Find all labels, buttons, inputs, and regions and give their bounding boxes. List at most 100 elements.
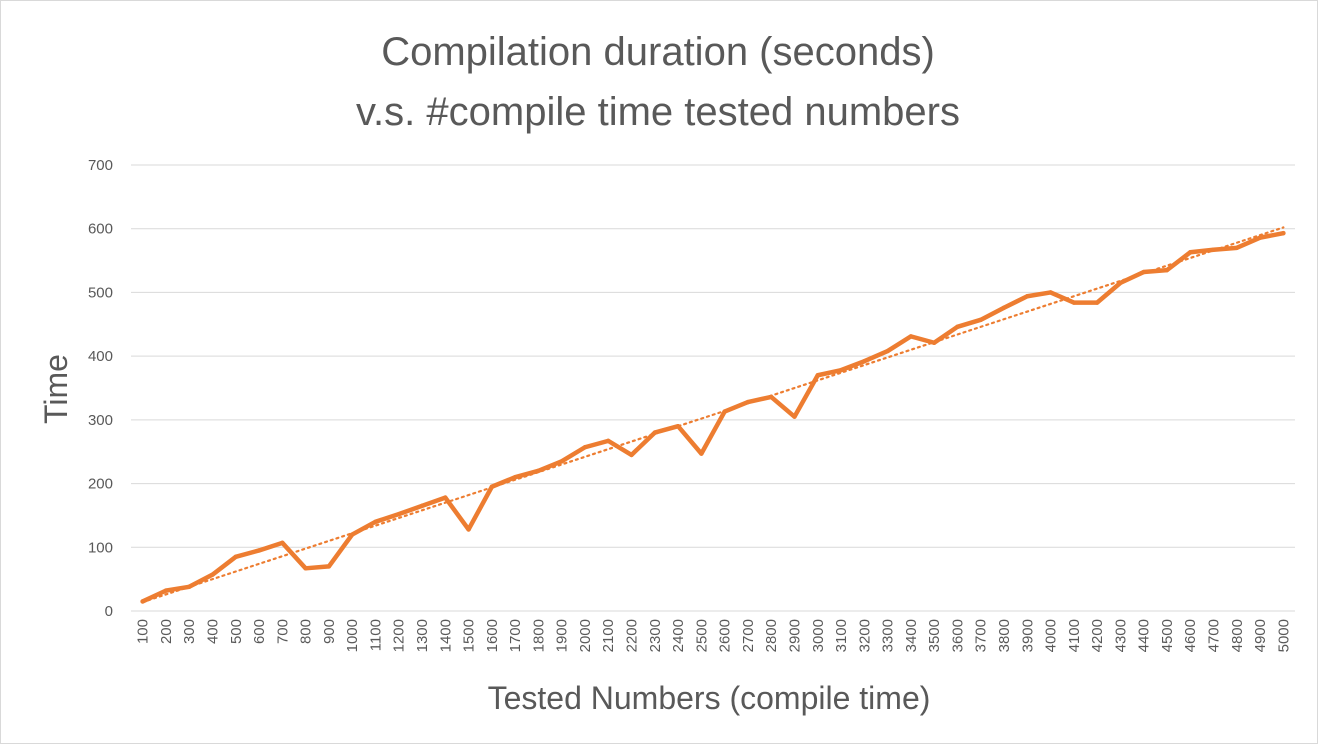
x-tick-label: 1400 (437, 619, 454, 652)
series-layer (140, 230, 1286, 604)
data-point (1048, 290, 1053, 295)
data-point (140, 599, 145, 604)
data-point (466, 527, 471, 532)
x-tick-label: 4800 (1229, 619, 1246, 652)
data-point (303, 566, 308, 571)
x-tick-label: 3300 (880, 619, 897, 652)
x-tick-label: 2900 (786, 619, 803, 652)
x-tick-label: 400 (204, 619, 221, 644)
x-tick-label: 1500 (461, 619, 478, 652)
data-point (815, 373, 820, 378)
x-axis-title: Tested Numbers (compile time) (488, 680, 931, 716)
data-point (210, 572, 215, 577)
data-point (1188, 250, 1193, 255)
x-tick-label: 4600 (1182, 619, 1199, 652)
data-point (955, 324, 960, 330)
x-tick-label: 1000 (344, 619, 361, 652)
x-tick-label: 3100 (833, 619, 850, 652)
data-point (559, 459, 564, 464)
x-tick-label: 1200 (391, 619, 408, 652)
chart-title-line-1: Compilation duration (seconds) (381, 30, 935, 74)
data-point (908, 334, 914, 339)
data-point (1164, 267, 1170, 273)
y-tick-label: 100 (88, 539, 113, 556)
data-point (582, 445, 588, 450)
y-tick-label: 500 (88, 284, 113, 301)
data-point (536, 468, 541, 474)
data-point (419, 503, 425, 509)
x-tick-label: 2500 (693, 619, 710, 652)
x-tick-label: 600 (251, 619, 268, 644)
x-tick-label: 1600 (484, 619, 501, 652)
data-point (675, 424, 681, 429)
x-tick-label: 2700 (740, 619, 757, 652)
x-tick-label: 700 (274, 619, 291, 644)
x-tick-label: 300 (181, 619, 198, 644)
data-point (1234, 245, 1240, 251)
x-tick-label: 3900 (1019, 619, 1036, 652)
data-point (745, 399, 751, 405)
x-tick-label: 3800 (996, 619, 1013, 652)
x-tick-label: 1300 (414, 619, 431, 652)
data-point (1141, 269, 1146, 275)
x-tick-label: 3700 (973, 619, 990, 652)
data-point (373, 519, 378, 524)
data-point (1025, 294, 1030, 299)
series-line (140, 230, 1286, 604)
x-tick-label: 3500 (926, 619, 943, 652)
x-tick-label: 900 (321, 619, 338, 644)
y-tick-label: 400 (88, 348, 113, 365)
data-point (699, 451, 704, 456)
data-point (1094, 300, 1100, 305)
data-point (606, 438, 611, 444)
x-tick-label: 800 (298, 619, 315, 644)
x-tick-label: 1700 (507, 619, 524, 652)
data-point (396, 511, 401, 517)
y-axis-title: Time (38, 354, 74, 424)
data-point (1257, 235, 1263, 240)
x-tick-label: 3400 (903, 619, 920, 652)
x-tick-label: 4500 (1159, 619, 1176, 652)
trendline (141, 226, 1285, 604)
y-tick-label: 0 (105, 603, 113, 620)
x-tick-label: 3000 (810, 619, 827, 652)
x-tick-label: 100 (135, 619, 152, 644)
data-point (326, 564, 332, 569)
data-point (489, 484, 495, 489)
x-tick-label: 2300 (647, 619, 664, 652)
x-tick-label: 1900 (554, 619, 571, 652)
x-tick-label: 1100 (367, 619, 384, 651)
data-point (512, 475, 518, 480)
gridlines (131, 164, 1295, 612)
x-tick-label: 1800 (530, 619, 547, 652)
data-point (722, 409, 727, 414)
x-tick-label: 3600 (949, 619, 966, 652)
x-tick-label: 2400 (670, 619, 687, 652)
data-point (233, 554, 238, 560)
x-tick-label: 4900 (1252, 619, 1269, 652)
data-point (187, 584, 192, 589)
x-tick-label: 2800 (763, 619, 780, 652)
data-point (792, 414, 797, 419)
data-point (862, 359, 867, 364)
x-tick-label: 4300 (1112, 619, 1129, 652)
x-tick-label: 4000 (1043, 619, 1060, 652)
data-point (1281, 230, 1286, 236)
data-point (652, 430, 657, 435)
x-tick-label: 200 (158, 619, 175, 644)
data-point (1071, 300, 1077, 305)
data-point (1001, 305, 1007, 310)
y-tick-label: 600 (88, 221, 113, 238)
data-point (163, 588, 169, 593)
data-point (769, 394, 774, 400)
data-point (838, 367, 844, 373)
data-point (280, 540, 285, 546)
trendline-layer (141, 226, 1285, 604)
data-point (978, 317, 983, 323)
y-tick-label: 700 (88, 157, 113, 174)
x-tick-label: 500 (228, 619, 245, 644)
data-point (256, 548, 262, 553)
x-tick-label: 2200 (624, 619, 641, 652)
data-point (349, 532, 355, 537)
